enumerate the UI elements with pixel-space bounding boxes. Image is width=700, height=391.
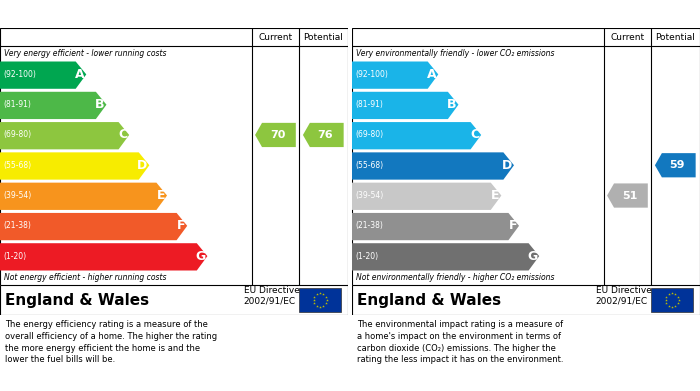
Text: C: C [118, 129, 127, 142]
Text: (81-91): (81-91) [355, 100, 383, 109]
Text: B: B [95, 98, 104, 111]
Polygon shape [352, 243, 539, 271]
Polygon shape [0, 183, 167, 210]
Text: 59: 59 [670, 160, 685, 170]
Text: (21-38): (21-38) [3, 221, 31, 230]
Text: (81-91): (81-91) [3, 100, 31, 109]
Text: D: D [502, 159, 512, 172]
Polygon shape [0, 122, 130, 149]
Bar [651, 288, 693, 312]
Text: E: E [157, 189, 165, 202]
Text: Not energy efficient - higher running costs: Not energy efficient - higher running co… [4, 273, 167, 283]
Text: EU Directive
2002/91/EC: EU Directive 2002/91/EC [244, 286, 300, 305]
Text: Current: Current [610, 32, 645, 41]
Polygon shape [352, 183, 501, 210]
Text: (39-54): (39-54) [3, 191, 31, 200]
Text: D: D [137, 159, 148, 172]
Polygon shape [607, 183, 648, 208]
Text: 76: 76 [318, 130, 333, 140]
Text: Very energy efficient - lower running costs: Very energy efficient - lower running co… [4, 48, 167, 57]
Text: (55-68): (55-68) [355, 161, 383, 170]
Text: Potential: Potential [303, 32, 343, 41]
Text: (21-38): (21-38) [355, 221, 383, 230]
Text: (1-20): (1-20) [3, 251, 26, 261]
Text: 51: 51 [622, 190, 637, 201]
Text: A: A [75, 68, 84, 81]
Text: Environmental Impact (CO₂) Rating: Environmental Impact (CO₂) Rating [358, 7, 604, 20]
Text: Energy Efficiency Rating: Energy Efficiency Rating [6, 7, 178, 20]
Text: (92-100): (92-100) [355, 70, 388, 79]
Text: G: G [527, 249, 537, 263]
Text: (69-80): (69-80) [355, 131, 383, 140]
Text: EU Directive
2002/91/EC: EU Directive 2002/91/EC [596, 286, 652, 305]
Text: The energy efficiency rating is a measure of the
overall efficiency of a home. T: The energy efficiency rating is a measur… [5, 320, 217, 364]
Polygon shape [303, 123, 344, 147]
Text: A: A [427, 68, 436, 81]
Polygon shape [352, 61, 438, 89]
Polygon shape [0, 213, 187, 240]
Text: Very environmentally friendly - lower CO₂ emissions: Very environmentally friendly - lower CO… [356, 48, 554, 57]
Polygon shape [352, 152, 514, 179]
Polygon shape [352, 122, 481, 149]
Polygon shape [0, 243, 207, 271]
Text: B: B [447, 98, 456, 111]
Text: England & Wales: England & Wales [5, 292, 149, 307]
Text: G: G [195, 249, 205, 263]
Text: C: C [470, 129, 480, 142]
Text: (69-80): (69-80) [3, 131, 31, 140]
Text: Not environmentally friendly - higher CO₂ emissions: Not environmentally friendly - higher CO… [356, 273, 554, 283]
Polygon shape [0, 61, 86, 89]
Text: (55-68): (55-68) [3, 161, 31, 170]
Text: Current: Current [258, 32, 293, 41]
Polygon shape [655, 153, 696, 178]
Text: Potential: Potential [655, 32, 695, 41]
Text: The environmental impact rating is a measure of
a home's impact on the environme: The environmental impact rating is a mea… [357, 320, 564, 364]
Polygon shape [352, 213, 519, 240]
Polygon shape [255, 123, 296, 147]
Text: (39-54): (39-54) [355, 191, 384, 200]
Text: F: F [176, 219, 186, 232]
Polygon shape [0, 152, 149, 179]
Text: E: E [491, 189, 499, 202]
Polygon shape [352, 92, 459, 119]
Text: (1-20): (1-20) [355, 251, 378, 261]
Text: (92-100): (92-100) [3, 70, 36, 79]
Bar [300, 288, 341, 312]
Text: 70: 70 [270, 130, 285, 140]
Text: England & Wales: England & Wales [357, 292, 501, 307]
Text: F: F [508, 219, 517, 232]
Polygon shape [0, 92, 106, 119]
